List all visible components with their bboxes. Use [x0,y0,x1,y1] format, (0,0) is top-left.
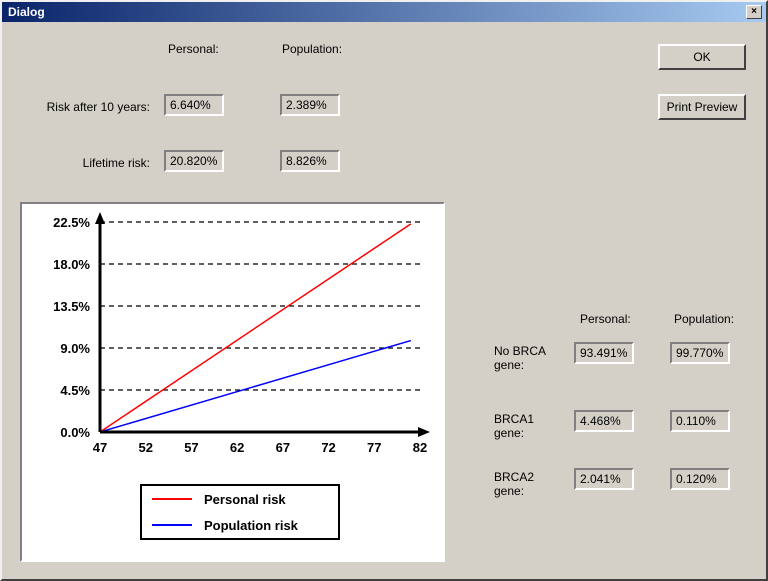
gene-header-population: Population: [674,312,734,326]
field-lifetime-personal: 20.820% [164,150,224,172]
field-nobrca-personal: 93.491% [574,342,634,364]
svg-text:62: 62 [230,440,244,455]
close-icon: × [751,7,757,17]
field-brca1-population: 0.110% [670,410,730,432]
svg-text:67: 67 [276,440,290,455]
field-lifetime-population: 8.826% [280,150,340,172]
close-button[interactable]: × [746,5,762,19]
risk-chart-panel: 0.0% 4.5% 9.0% 13.5% 18.0% 22.5% 47 52 57 62 67 72 7… [20,202,445,562]
legend-item-personal: Personal risk [142,486,338,512]
svg-text:47: 47 [93,440,107,455]
field-risk10-personal: 6.640% [164,94,224,116]
window-title: Dialog [6,5,45,19]
svg-text:82: 82 [413,440,427,455]
print-preview-button[interactable]: Print Preview [658,94,746,120]
svg-text:77: 77 [367,440,381,455]
svg-text:18.0%: 18.0% [53,257,90,272]
client-area: Personal: Population: Risk after 10 year… [2,22,766,579]
top-header-population: Population: [282,42,342,56]
label-lifetime: Lifetime risk: [20,156,150,170]
label-brca2: BRCA2 gene: [494,470,564,498]
field-brca1-personal: 4.468% [574,410,634,432]
gene-header-personal: Personal: [580,312,631,326]
field-brca2-population: 0.120% [670,468,730,490]
svg-text:22.5%: 22.5% [53,215,90,230]
dialog-window: Dialog × Personal: Population: Risk afte… [0,0,768,581]
top-header-personal: Personal: [168,42,219,56]
titlebar: Dialog × [2,2,766,22]
ok-button[interactable]: OK [658,44,746,70]
label-risk10: Risk after 10 years: [20,100,150,114]
legend-item-population: Population risk [142,512,338,538]
svg-text:72: 72 [321,440,335,455]
svg-text:9.0%: 9.0% [60,341,90,356]
legend-label-personal: Personal risk [204,492,286,507]
svg-text:4.5%: 4.5% [60,383,90,398]
field-risk10-population: 2.389% [280,94,340,116]
legend-label-population: Population risk [204,518,298,533]
svg-text:57: 57 [184,440,198,455]
chart-legend: Personal risk Population risk [140,484,340,540]
field-brca2-personal: 2.041% [574,468,634,490]
legend-swatch-personal [152,498,192,500]
label-nobrca: No BRCA gene: [494,344,564,372]
label-brca1: BRCA1 gene: [494,412,564,440]
legend-swatch-population [152,524,192,526]
svg-text:0.0%: 0.0% [60,425,90,440]
field-nobrca-population: 99.770% [670,342,730,364]
svg-text:52: 52 [138,440,152,455]
svg-text:13.5%: 13.5% [53,299,90,314]
